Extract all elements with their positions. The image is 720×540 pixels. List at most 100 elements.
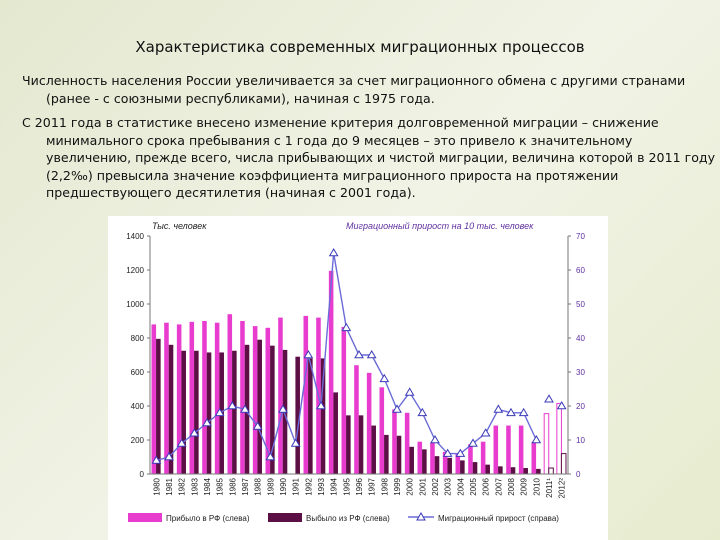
bar-arrivals-1992 [303, 315, 309, 474]
growth-marker-2000 [404, 387, 415, 396]
x-tick-label: 2006 [482, 477, 491, 495]
bar-departures-1993 [320, 358, 326, 474]
legend-label-0: Прибыло в РФ (слева) [166, 514, 250, 523]
bar-departures-1995 [346, 415, 351, 474]
left-axis: 0 200 400 600 800 1000 1200 1400 [126, 232, 151, 479]
bar-departures-1996 [358, 415, 364, 474]
growth-marker-1998 [379, 373, 390, 383]
left-tick-label: 0 [140, 470, 145, 479]
right-tick-label: 10 [576, 436, 585, 445]
bar-departures-2002 [434, 456, 440, 474]
growth-marker-1983 [189, 428, 200, 437]
x-tick-label: 2010 [532, 477, 541, 495]
x-tick-label: 1993 [317, 477, 326, 495]
bar-arrivals-1987 [240, 321, 245, 474]
bar-arrivals-1997 [366, 372, 372, 474]
x-tick-label: 1985 [216, 477, 225, 495]
growth-marker-1987 [240, 404, 250, 413]
x-tick-label: 1988 [254, 477, 263, 495]
bar-departures-2000 [409, 446, 414, 474]
paragraph-migration-exchange: Численность населения России увеличивает… [22, 73, 686, 106]
x-tick-label: 1989 [266, 477, 275, 495]
bar-departures-1986 [232, 350, 237, 474]
x-tick-label: 1997 [368, 477, 377, 495]
growth-marker-2007 [493, 404, 504, 413]
x-tick-label: 1995 [342, 477, 351, 495]
growth-marker-1986 [227, 401, 238, 410]
growth-marker-2003 [442, 448, 453, 457]
bar-departures-1981 [168, 344, 174, 474]
x-tick-label: 2002 [431, 477, 440, 495]
right-tick-label: 30 [576, 368, 585, 377]
bar-arrivals-2005 [468, 444, 473, 474]
growth-marker-1992 [303, 350, 314, 359]
bar-arrivals-1999 [392, 409, 397, 474]
legend-marker [416, 511, 426, 521]
bar-arrivals-1985 [214, 322, 220, 474]
bar-departures-1983 [194, 350, 199, 474]
x-tick-label: 1982 [178, 477, 187, 495]
x-tick-label: 2000 [406, 477, 415, 495]
bar-arrivals-1980 [151, 324, 157, 474]
bar-departures-1989 [270, 345, 275, 474]
bar-departures-1984 [206, 352, 212, 474]
bar-arrivals-1995 [341, 326, 347, 474]
right-tick-label: 60 [576, 266, 585, 275]
growth-marker-1985 [214, 407, 225, 417]
growth-marker-1997 [366, 350, 377, 359]
x-tick-label: 2008 [507, 477, 516, 495]
bar-arrivals-1989 [265, 327, 271, 474]
bar-arrivals-2003 [442, 451, 448, 474]
legend: Прибыло в РФ (слева) Выбыло из РФ (слева)… [128, 511, 559, 523]
right-tick-label: 50 [576, 300, 585, 309]
bar-arrivals-2007 [493, 425, 499, 474]
left-tick-label: 1200 [126, 266, 144, 275]
x-tick-label: 2011¹ [545, 478, 554, 498]
bar-arrivals-2002 [430, 442, 435, 474]
x-tick-label: 1991 [292, 477, 301, 495]
x-tick-label: 2003 [444, 477, 453, 495]
slide-title: Характеристика современных миграционных … [135, 38, 585, 56]
x-tick-label: 1987 [241, 477, 250, 495]
bar-departures-2012² [560, 453, 567, 475]
migration-chart: Тыс. человек Миграционный прирост на 10 … [108, 216, 608, 540]
growth-marker-2010 [531, 435, 542, 444]
growth-marker-2001 [417, 407, 428, 417]
bar-departures-2007 [498, 466, 503, 474]
x-tick-label: 2005 [469, 477, 478, 495]
left-tick-label: 800 [131, 334, 145, 343]
bar-departures-2001 [422, 449, 427, 474]
bar-departures-1980 [156, 338, 161, 474]
x-tick-label: 1994 [330, 477, 339, 495]
legend-swatch-1 [268, 513, 302, 522]
x-tick-label: 2001 [418, 477, 427, 495]
x-tick-label: 1983 [190, 477, 199, 495]
x-tick-label: 1980 [152, 477, 161, 495]
growth-marker-2005 [468, 438, 478, 447]
right-tick-label: 0 [576, 470, 581, 479]
bar-arrivals-2004 [455, 453, 461, 474]
growth-marker-2009 [518, 407, 529, 417]
x-tick-label: 1992 [304, 477, 313, 495]
bar-departures-2006 [485, 464, 490, 474]
bar-arrivals-2009 [518, 425, 524, 474]
bar-arrivals-1994 [328, 270, 334, 474]
x-tick-label: 1990 [279, 477, 288, 495]
bar-arrivals-2001 [417, 441, 423, 474]
right-axis: 0 10 20 30 40 50 60 70 [567, 232, 585, 479]
growth-marker-1989 [265, 452, 276, 461]
growth-marker-2002 [430, 435, 440, 444]
bar-departures-2003 [447, 457, 452, 474]
x-tick-label: 2004 [456, 477, 465, 495]
x-tick-label: 2007 [494, 477, 503, 495]
x-tick-label: 1981 [165, 477, 174, 495]
x-tick-label: 2012² [558, 478, 567, 499]
left-axis-title: Тыс. человек [152, 221, 207, 231]
growth-marker-1995 [341, 322, 352, 332]
growth-marker-2004 [455, 448, 466, 457]
x-axis-labels: 1980 1981 1982 1983 1984 1985 1986 1987 1988 1989… [150, 473, 568, 499]
left-tick-label: 1400 [126, 232, 144, 241]
x-tick-label: 1984 [203, 477, 212, 495]
right-tick-label: 70 [576, 232, 585, 241]
bar-departures-1998 [384, 434, 389, 474]
